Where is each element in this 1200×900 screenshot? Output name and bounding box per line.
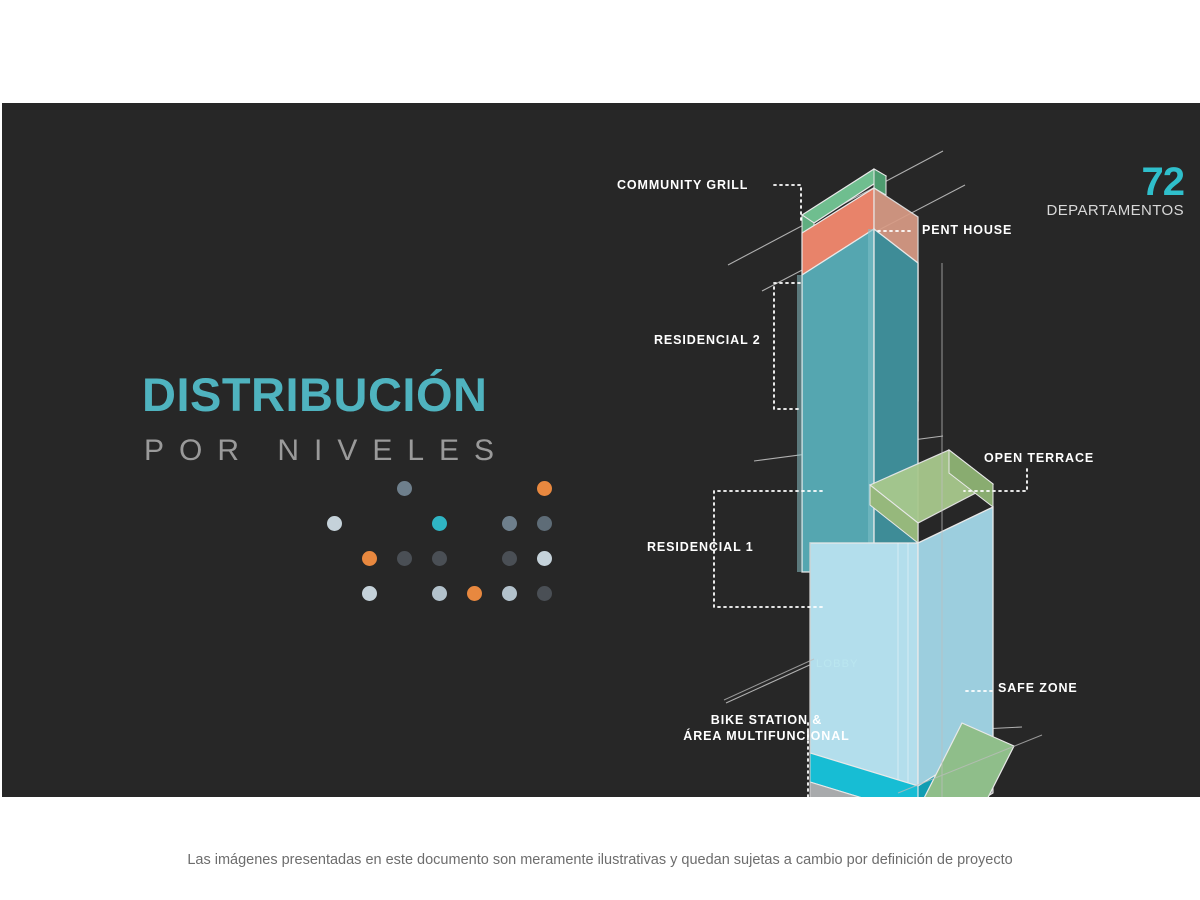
callout-residencial-2: RESIDENCIAL 2 <box>654 333 761 347</box>
grid-dot <box>502 586 517 601</box>
callout-bike-station-line1: BIKE STATION & <box>710 713 823 727</box>
apartment-count-label: DEPARTAMENTOS <box>1046 202 1184 219</box>
grid-dot <box>432 516 447 531</box>
grid-dot <box>362 551 377 566</box>
callout-open-terrace: OPEN TERRACE <box>984 451 1095 465</box>
tower-front-seam <box>868 229 874 572</box>
tower-front-face <box>801 227 875 573</box>
grid-dot <box>537 586 552 601</box>
podium-mullions <box>897 543 909 783</box>
grid-dot <box>502 516 517 531</box>
grid-dot <box>362 586 377 601</box>
leader-residencial-2 <box>773 282 801 410</box>
base-band-front <box>809 781 861 797</box>
grid-dot <box>397 551 412 566</box>
leader-residencial-1 <box>713 490 823 608</box>
safe-zone-plane <box>923 722 1015 797</box>
grid-dot <box>537 481 552 496</box>
decorative-dot-grid <box>327 481 567 611</box>
building-isometric-diagram: LOBBY <box>713 150 1043 797</box>
grid-dot <box>502 551 517 566</box>
callout-bike-station: BIKE STATION & ÁREA MULTIFUNCIONAL <box>674 713 859 744</box>
grid-dot <box>537 551 552 566</box>
leader-community-grill <box>773 184 802 222</box>
grid-dot <box>537 516 552 531</box>
community-grill-right <box>873 168 887 196</box>
grid-dot <box>432 586 447 601</box>
apartment-count-number: 72 <box>1141 160 1186 204</box>
grid-dot <box>432 551 447 566</box>
page-subtitle: POR NIVELES <box>144 434 510 467</box>
callout-safe-zone: SAFE ZONE <box>998 681 1078 695</box>
leader-open-terrace <box>963 468 1028 492</box>
footer-disclaimer: Las imágenes presentadas en este documen… <box>187 852 1013 868</box>
apartment-counter: 72 DEPARTAMENTOS <box>1046 160 1186 219</box>
page-title: DISTRIBUCIÓN <box>142 368 488 421</box>
grid-dot <box>397 481 412 496</box>
callout-bike-station-line2: ÁREA MULTIFUNCIONAL <box>683 728 850 743</box>
ground-axis-lines <box>723 263 1043 797</box>
slide-panel: DISTRIBUCIÓN POR NIVELES 72 DEPARTAMENTO… <box>2 103 1200 797</box>
title-block: DISTRIBUCIÓN POR NIVELES <box>142 371 582 466</box>
grid-dot <box>467 586 482 601</box>
lobby-label: LOBBY <box>816 658 859 670</box>
callout-pent-house: PENT HOUSE <box>922 223 1013 237</box>
callout-residencial-1: RESIDENCIAL 1 <box>647 540 754 554</box>
callout-leader-lines <box>713 184 1028 797</box>
tower-left-edge-highlight <box>797 275 802 572</box>
grid-dot <box>327 516 342 531</box>
callout-community-grill: COMMUNITY GRILL <box>617 178 749 192</box>
